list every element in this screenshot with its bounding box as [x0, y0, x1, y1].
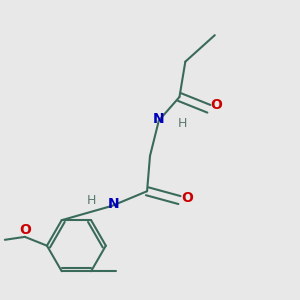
Text: H: H [178, 117, 187, 130]
Text: N: N [153, 112, 165, 126]
Text: O: O [19, 223, 31, 236]
Text: H: H [86, 194, 96, 207]
Text: N: N [107, 197, 119, 212]
Text: O: O [210, 98, 222, 112]
Text: O: O [181, 191, 193, 205]
